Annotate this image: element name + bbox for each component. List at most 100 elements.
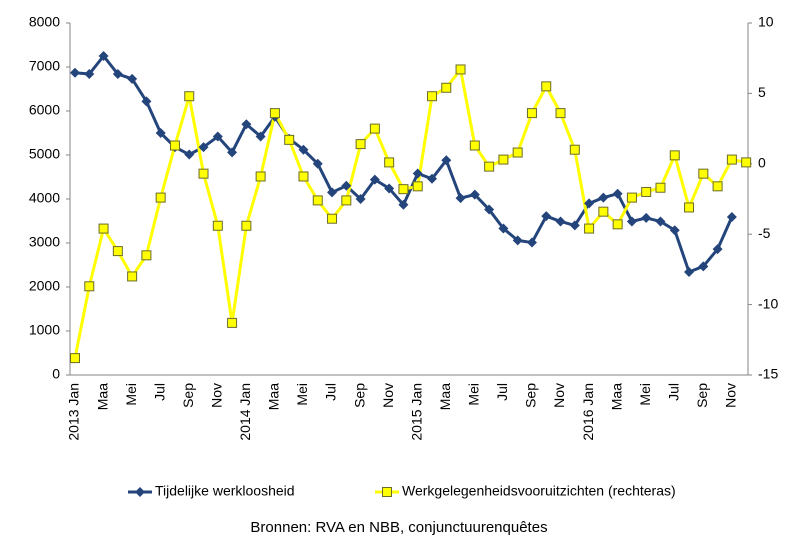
data-point — [327, 213, 338, 224]
x-tick-label: Nov — [723, 383, 739, 408]
data-point — [127, 73, 138, 84]
data-point — [70, 67, 80, 78]
data-point — [526, 108, 537, 119]
data-point — [569, 220, 580, 231]
y-tick-label: 2000 — [29, 278, 60, 294]
data-point — [526, 237, 537, 248]
y2-tick-label: -15 — [758, 366, 778, 382]
data-point — [698, 261, 709, 272]
data-point — [184, 91, 195, 102]
data-point — [441, 155, 452, 166]
data-point — [726, 212, 737, 223]
data-point — [155, 128, 166, 138]
y-tick-label: 3000 — [29, 234, 60, 250]
data-point — [341, 195, 352, 206]
legend-marker — [135, 487, 145, 497]
data-point — [212, 131, 223, 142]
x-tick-label: 2016 Jan — [580, 383, 596, 441]
legend-label: Tijdelijke werkloosheid — [155, 483, 295, 499]
data-point — [212, 220, 223, 231]
data-point — [626, 192, 637, 203]
data-point — [712, 244, 723, 255]
data-point — [155, 192, 166, 203]
data-point — [655, 182, 666, 193]
data-point — [612, 188, 623, 199]
x-tick-label: Mei — [466, 383, 482, 406]
data-point — [398, 184, 409, 195]
legend-label: Werkgelegenheidsvooruitzichten (rechtera… — [402, 483, 676, 499]
data-point — [484, 161, 495, 172]
data-point — [255, 171, 266, 182]
series-line — [74, 54, 734, 274]
data-point — [241, 220, 252, 231]
data-point — [641, 186, 652, 197]
legend-marker — [382, 487, 392, 497]
data-point — [341, 180, 352, 191]
x-tick-label: Nov — [551, 383, 567, 408]
x-tick-label: 2013 Jan — [66, 383, 82, 441]
data-point — [198, 168, 209, 179]
data-point — [512, 147, 523, 158]
data-point — [669, 225, 680, 236]
y-tick-label: 0 — [52, 366, 60, 382]
y2-tick-label: 0 — [758, 155, 766, 171]
x-tick-label: Mei — [294, 383, 310, 406]
x-tick-label: Jul — [665, 383, 681, 401]
data-point — [241, 119, 252, 130]
y-tick-label: 6000 — [29, 102, 60, 118]
data-point — [626, 216, 637, 227]
y2-tick-label: 10 — [758, 14, 774, 30]
x-tick-label: Nov — [380, 383, 396, 408]
data-point — [598, 192, 609, 203]
x-tick-label: Jul — [494, 383, 510, 401]
y-tick-label: 8000 — [29, 14, 60, 30]
data-point — [541, 211, 552, 222]
data-point — [498, 223, 509, 234]
data-point — [541, 81, 552, 92]
data-point — [455, 193, 466, 204]
data-point — [698, 168, 709, 179]
data-point — [369, 123, 380, 134]
data-point — [584, 223, 595, 234]
data-point — [669, 150, 680, 161]
x-tick-label: Sep — [523, 383, 539, 408]
y2-tick-label: -10 — [758, 295, 778, 311]
y-tick-label: 4000 — [29, 190, 60, 206]
data-point — [726, 154, 737, 165]
data-point — [612, 219, 623, 230]
data-point — [384, 183, 395, 194]
x-tick-label: Mei — [123, 383, 139, 406]
data-point — [312, 158, 323, 169]
data-point — [398, 199, 409, 210]
data-point — [198, 142, 209, 153]
data-point — [684, 267, 695, 278]
data-point — [227, 317, 238, 328]
data-point — [641, 212, 652, 223]
data-point — [127, 271, 138, 282]
x-tick-label: Jul — [323, 383, 339, 401]
data-point — [141, 250, 152, 261]
data-point — [655, 216, 666, 227]
data-point — [298, 171, 309, 182]
data-point — [555, 216, 566, 227]
data-point — [569, 144, 580, 155]
x-tick-label: Maa — [94, 383, 110, 410]
data-point — [369, 174, 380, 185]
data-point — [98, 223, 109, 234]
data-point — [327, 187, 338, 198]
data-point — [112, 69, 123, 80]
data-point — [427, 91, 437, 102]
data-point — [412, 181, 423, 192]
x-tick-label: Maa — [608, 383, 624, 410]
y-tick-label: 7000 — [29, 58, 60, 74]
x-tick-label: Maa — [266, 383, 282, 410]
data-point — [269, 108, 280, 119]
y-tick-label: 1000 — [29, 322, 60, 338]
data-point — [184, 149, 195, 160]
data-point — [112, 246, 123, 257]
data-point — [741, 157, 752, 168]
data-point — [469, 189, 480, 200]
data-point — [455, 64, 466, 75]
data-point — [169, 140, 180, 151]
